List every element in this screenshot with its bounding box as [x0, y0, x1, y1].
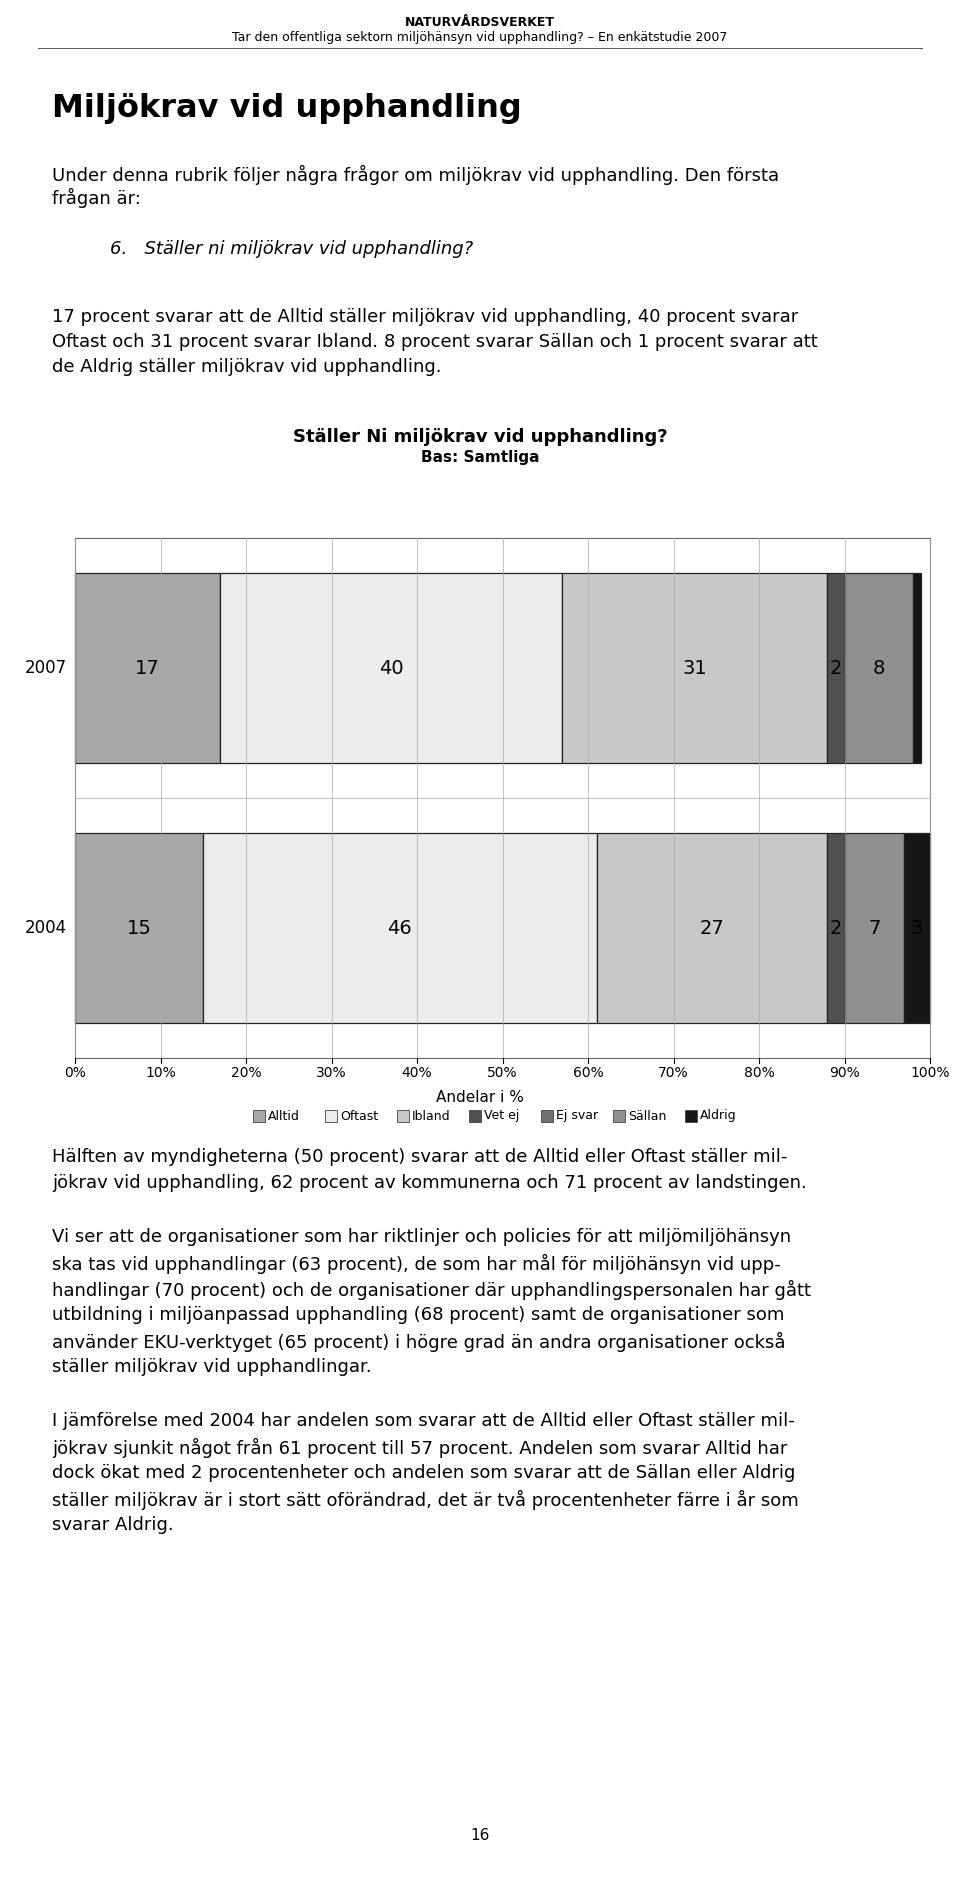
Bar [828, 834, 845, 1024]
Text: 16: 16 [470, 1827, 490, 1842]
Text: 80%: 80% [744, 1067, 775, 1080]
Text: 2: 2 [829, 659, 842, 678]
Bar [845, 573, 913, 762]
Text: svarar Aldrig.: svarar Aldrig. [52, 1516, 174, 1534]
Text: 90%: 90% [829, 1067, 860, 1080]
Text: Bas: Samtliga: Bas: Samtliga [420, 451, 540, 466]
Bar [75, 834, 204, 1024]
Text: 100%: 100% [910, 1067, 949, 1080]
Text: NATURVÅRDSVERKET: NATURVÅRDSVERKET [405, 17, 555, 28]
Text: jökrav sjunkit något från 61 procent till 57 procent. Andelen som svarar Alltid : jökrav sjunkit något från 61 procent til… [52, 1439, 787, 1457]
Text: 17: 17 [135, 659, 160, 678]
Bar [75, 573, 221, 762]
Text: Aldrig: Aldrig [700, 1110, 736, 1123]
Text: frågan är:: frågan är: [52, 188, 141, 208]
Text: 60%: 60% [572, 1067, 604, 1080]
Text: 17 procent svarar att de Alltid ställer miljökrav vid upphandling, 40 procent sv: 17 procent svarar att de Alltid ställer … [52, 308, 799, 327]
Text: Andelar i %: Andelar i % [436, 1089, 524, 1104]
Text: Alltid: Alltid [268, 1110, 300, 1123]
Text: I jämförelse med 2004 har andelen som svarar att de Alltid eller Oftast ställer : I jämförelse med 2004 har andelen som sv… [52, 1412, 795, 1429]
Bar [325, 1110, 337, 1121]
Text: 70%: 70% [659, 1067, 689, 1080]
Text: 2: 2 [829, 918, 842, 937]
Text: 2007: 2007 [25, 659, 67, 676]
Text: Vet ej: Vet ej [484, 1110, 519, 1123]
Text: 8: 8 [873, 659, 885, 678]
Bar [204, 834, 596, 1024]
Text: ställer miljökrav vid upphandlingar.: ställer miljökrav vid upphandlingar. [52, 1358, 372, 1377]
Text: 6.   Ställer ni miljökrav vid upphandling?: 6. Ställer ni miljökrav vid upphandling? [110, 240, 473, 257]
Bar [913, 573, 922, 762]
Text: 27: 27 [700, 918, 725, 937]
Bar [845, 834, 904, 1024]
Text: ska tas vid upphandlingar (63 procent), de som har mål för miljöhänsyn vid upp-: ska tas vid upphandlingar (63 procent), … [52, 1255, 780, 1273]
Text: 2004: 2004 [25, 918, 67, 937]
Text: 50%: 50% [487, 1067, 517, 1080]
Bar [828, 573, 845, 762]
Bar [904, 834, 930, 1024]
Text: Vi ser att de organisationer som har riktlinjer och policies för att miljömiljöh: Vi ser att de organisationer som har rik… [52, 1228, 791, 1245]
Text: de Aldrig ställer miljökrav vid upphandling.: de Aldrig ställer miljökrav vid upphandl… [52, 359, 442, 376]
Text: Sällan: Sällan [628, 1110, 666, 1123]
Bar [613, 1110, 625, 1121]
Text: Under denna rubrik följer några frågor om miljökrav vid upphandling. Den första: Under denna rubrik följer några frågor o… [52, 165, 780, 186]
Bar [685, 1110, 697, 1121]
Text: Tar den offentliga sektorn miljöhänsyn vid upphandling? – En enkätstudie 2007: Tar den offentliga sektorn miljöhänsyn v… [232, 32, 728, 43]
Text: dock ökat med 2 procentenheter och andelen som svarar att de Sällan eller Aldrig: dock ökat med 2 procentenheter och andel… [52, 1465, 796, 1482]
Text: handlingar (70 procent) och de organisationer där upphandlingspersonalen har gåt: handlingar (70 procent) och de organisat… [52, 1281, 811, 1300]
Text: 40%: 40% [401, 1067, 432, 1080]
Text: 40: 40 [379, 659, 403, 678]
Bar [469, 1110, 481, 1121]
Text: Oftast och 31 procent svarar Ibland. 8 procent svarar Sällan och 1 procent svara: Oftast och 31 procent svarar Ibland. 8 p… [52, 332, 818, 351]
Text: Hälften av myndigheterna (50 procent) svarar att de Alltid eller Oftast ställer : Hälften av myndigheterna (50 procent) sv… [52, 1147, 787, 1166]
Text: ställer miljökrav är i stort sätt oförändrad, det är två procentenheter färre i : ställer miljökrav är i stort sätt oförän… [52, 1489, 799, 1510]
Text: använder EKU-verktyget (65 procent) i högre grad än andra organisationer också: använder EKU-verktyget (65 procent) i hö… [52, 1332, 785, 1352]
Text: jökrav vid upphandling, 62 procent av kommunerna och 71 procent av landstingen.: jökrav vid upphandling, 62 procent av ko… [52, 1174, 806, 1193]
Text: utbildning i miljöanpassad upphandling (68 procent) samt de organisationer som: utbildning i miljöanpassad upphandling (… [52, 1305, 784, 1324]
Bar [253, 1110, 265, 1121]
Text: Ställer Ni miljökrav vid upphandling?: Ställer Ni miljökrav vid upphandling? [293, 428, 667, 445]
Bar [596, 834, 828, 1024]
Text: 7: 7 [868, 918, 880, 937]
Text: Miljökrav vid upphandling: Miljökrav vid upphandling [52, 94, 521, 124]
Text: Ej svar: Ej svar [556, 1110, 598, 1123]
Bar [221, 573, 563, 762]
Text: 0%: 0% [64, 1067, 86, 1080]
Bar [541, 1110, 553, 1121]
Text: 10%: 10% [145, 1067, 176, 1080]
Text: Oftast: Oftast [340, 1110, 378, 1123]
Text: 20%: 20% [230, 1067, 261, 1080]
Bar [563, 573, 828, 762]
Text: Ibland: Ibland [412, 1110, 450, 1123]
Text: 3: 3 [911, 918, 924, 937]
Text: 15: 15 [127, 918, 152, 937]
Bar [397, 1110, 409, 1121]
Text: 31: 31 [683, 659, 708, 678]
Text: 46: 46 [388, 918, 412, 937]
Text: 30%: 30% [316, 1067, 347, 1080]
